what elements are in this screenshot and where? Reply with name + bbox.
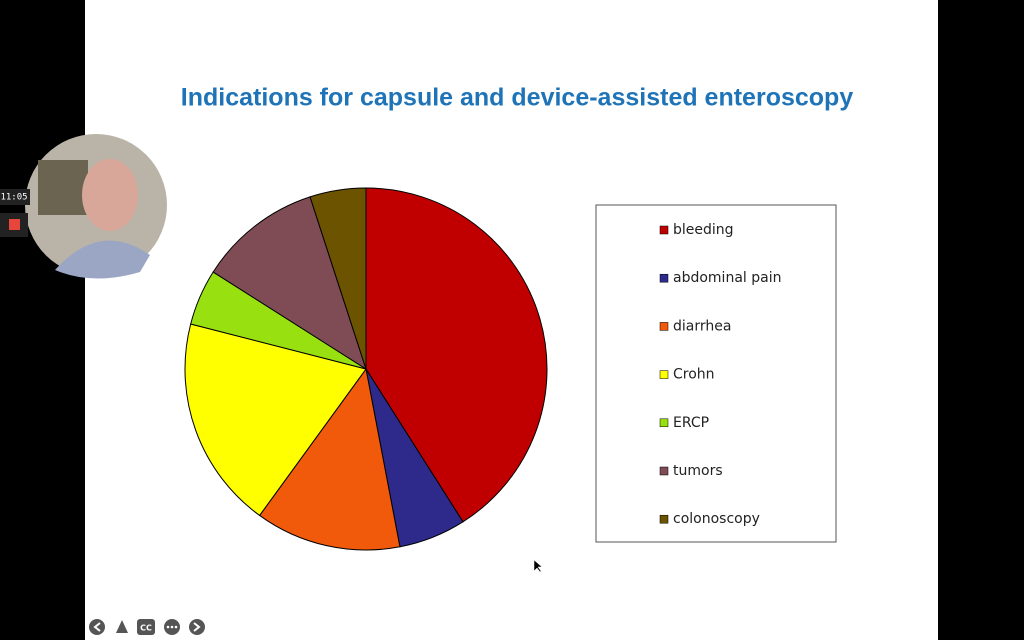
prev-button[interactable] <box>89 619 105 635</box>
slide-title: Indications for capsule and device-assis… <box>181 84 854 112</box>
pointer-button[interactable] <box>116 620 128 633</box>
captions-button[interactable] <box>137 619 155 635</box>
webcam-background <box>38 160 88 215</box>
prev-icon <box>93 622 101 632</box>
record-button[interactable] <box>9 219 20 230</box>
next-button[interactable] <box>189 619 205 635</box>
webcam-shirt <box>55 240 150 279</box>
legend-label: ERCP <box>673 415 709 431</box>
pie-slice <box>184 323 367 517</box>
legend-label: bleeding <box>673 222 734 238</box>
slide-controls: CC <box>89 619 205 635</box>
next-icon <box>193 622 201 632</box>
legend-swatch <box>659 225 669 235</box>
mouse-cursor <box>533 559 543 573</box>
legend-label: colonoscopy <box>673 511 760 527</box>
webcam <box>25 134 167 279</box>
legend-box <box>595 204 837 543</box>
pie-slice <box>365 187 548 523</box>
legend-swatch <box>659 514 669 524</box>
legend-label: tumors <box>673 463 723 479</box>
pie-slice <box>309 187 367 370</box>
legend-swatch <box>659 418 669 428</box>
legend-label: diarrhea <box>673 318 731 334</box>
pie-slice <box>258 367 401 551</box>
legend-label: abdominal pain <box>673 270 781 286</box>
more-dot <box>166 625 170 629</box>
legend-swatch <box>659 466 669 476</box>
more-dot <box>170 625 174 629</box>
time-badge <box>0 189 30 205</box>
captions-label: CC <box>140 624 152 633</box>
legend-swatch <box>659 273 669 283</box>
more-dot <box>174 625 178 629</box>
webcam-face <box>82 159 138 231</box>
pie-slice <box>212 196 367 371</box>
call-time: 11:05 <box>0 193 27 203</box>
legend-label: Crohn <box>673 367 715 383</box>
legend-swatch <box>659 370 669 379</box>
legend-swatch <box>659 322 669 331</box>
